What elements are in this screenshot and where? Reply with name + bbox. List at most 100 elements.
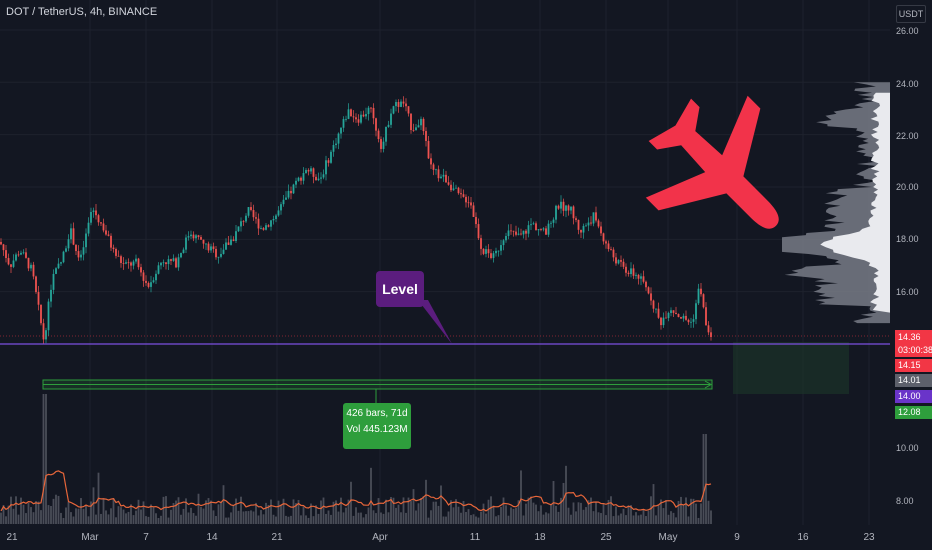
volume-bar bbox=[115, 517, 117, 524]
candle-body bbox=[350, 109, 352, 117]
volume-bar bbox=[352, 515, 355, 524]
candle-body bbox=[265, 225, 267, 230]
volume-bar bbox=[262, 514, 265, 524]
candle-body bbox=[657, 308, 660, 318]
candle-body bbox=[400, 101, 402, 107]
volume-bar bbox=[135, 510, 137, 524]
price-tick: 26.00 bbox=[896, 26, 919, 36]
volume-bar bbox=[582, 509, 585, 524]
volume-bar bbox=[170, 509, 172, 524]
candle-body bbox=[205, 243, 207, 245]
volume-bar bbox=[670, 511, 672, 524]
volume-bar bbox=[400, 512, 402, 524]
volume-bar bbox=[420, 498, 422, 524]
volume-bar bbox=[130, 504, 132, 524]
volume-bar bbox=[365, 514, 367, 524]
candle-body bbox=[535, 223, 537, 231]
volume-bar bbox=[650, 496, 652, 524]
volume-bar bbox=[7, 505, 10, 524]
volume-bar bbox=[125, 513, 127, 524]
candle-body bbox=[230, 239, 232, 245]
volume-bar bbox=[475, 516, 477, 524]
volume-bar bbox=[575, 511, 577, 524]
candle-body bbox=[372, 107, 375, 119]
volume-bar bbox=[147, 516, 150, 524]
volume-bar bbox=[685, 497, 687, 524]
candle-body bbox=[287, 190, 290, 198]
volume-bar bbox=[675, 517, 677, 524]
volume-bar bbox=[272, 514, 275, 524]
volume-bar bbox=[522, 515, 525, 524]
volume-bar bbox=[345, 507, 347, 524]
candle-body bbox=[397, 102, 400, 107]
volume-bar bbox=[27, 503, 30, 524]
candle-body bbox=[15, 254, 17, 261]
candle-body bbox=[587, 222, 590, 226]
candle-body bbox=[627, 272, 630, 275]
candle-body bbox=[532, 223, 535, 225]
candle-body bbox=[540, 229, 542, 230]
candle-body bbox=[217, 256, 220, 258]
volume-bar bbox=[215, 516, 217, 524]
price-label: 14.15 bbox=[895, 359, 932, 372]
volume-bar bbox=[255, 502, 257, 524]
volume-bar bbox=[32, 512, 35, 524]
candle-body bbox=[177, 257, 180, 268]
candle-body bbox=[7, 258, 10, 265]
candle-body bbox=[705, 307, 707, 326]
candle-body bbox=[410, 113, 412, 131]
candle-body bbox=[530, 224, 532, 226]
candle-body bbox=[105, 230, 107, 235]
candle-body bbox=[495, 250, 497, 254]
candle-body bbox=[567, 205, 570, 211]
volume-bar bbox=[505, 505, 507, 524]
currency-button[interactable]: USDT bbox=[896, 5, 926, 23]
volume-bar bbox=[377, 498, 380, 524]
volume-bar bbox=[207, 498, 210, 524]
candle-body bbox=[202, 239, 205, 244]
candle-body bbox=[432, 164, 435, 170]
candle-body bbox=[65, 248, 67, 252]
candle-body bbox=[452, 188, 455, 191]
volume-bar bbox=[70, 512, 72, 524]
candle-body bbox=[125, 262, 127, 264]
time-tick: 25 bbox=[600, 532, 612, 543]
time-tick: 14 bbox=[206, 532, 218, 543]
level-callout-pointer bbox=[418, 300, 452, 344]
candle-body bbox=[465, 196, 467, 203]
volume-bar bbox=[42, 394, 45, 524]
volume-moving-average bbox=[0, 470, 712, 512]
volume-bar bbox=[17, 514, 20, 524]
candle-body bbox=[242, 221, 245, 223]
candle-body bbox=[565, 205, 567, 211]
volume-bar bbox=[445, 516, 447, 524]
volume-bar bbox=[240, 496, 242, 524]
volume-bar bbox=[417, 503, 420, 524]
candle-body bbox=[50, 289, 52, 302]
volume-bar bbox=[120, 507, 122, 524]
candle-body bbox=[122, 262, 125, 264]
candle-body bbox=[635, 274, 637, 276]
volume-bar bbox=[380, 512, 382, 524]
candle-body bbox=[270, 220, 272, 227]
volume-bar bbox=[77, 508, 80, 524]
candle-body bbox=[220, 253, 222, 257]
volume-bar bbox=[100, 513, 102, 524]
candle-body bbox=[240, 221, 242, 227]
volume-bar bbox=[485, 513, 487, 524]
volume-bar bbox=[510, 507, 512, 524]
candle-body bbox=[55, 268, 57, 274]
bar-countdown-label: 03:00:38 bbox=[895, 344, 932, 357]
level-callout[interactable]: Level bbox=[376, 271, 424, 307]
volume-bar bbox=[85, 506, 87, 524]
volume-bar bbox=[442, 516, 445, 524]
volume-bar bbox=[680, 496, 682, 524]
volume-bar bbox=[232, 505, 235, 524]
volume-bar bbox=[622, 508, 625, 524]
candle-body bbox=[392, 106, 395, 114]
candle-body bbox=[282, 199, 285, 205]
volume-bar bbox=[580, 502, 582, 524]
volume-bar bbox=[387, 512, 390, 524]
candle-body bbox=[320, 177, 322, 179]
